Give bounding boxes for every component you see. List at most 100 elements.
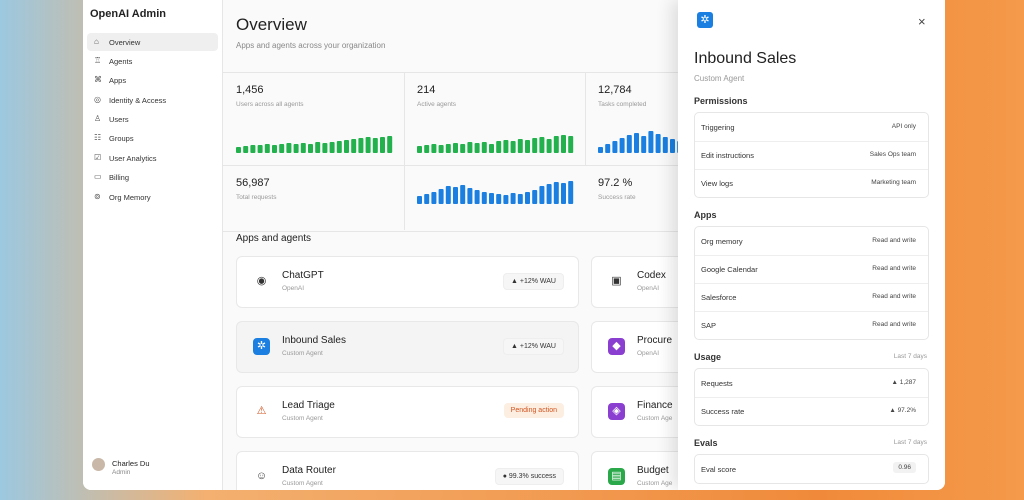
spark-bar xyxy=(553,136,559,153)
spark-bar xyxy=(417,196,422,204)
spark-bar xyxy=(467,142,473,153)
spark-bar xyxy=(496,141,502,153)
spark-bar xyxy=(293,144,299,153)
nav-icon: ♖ xyxy=(94,56,102,65)
window: OpenAI Admin Charles Du Admin ⌂ Overview ♖… xyxy=(83,0,945,490)
spark-bar xyxy=(300,143,306,153)
nav-item[interactable]: ◎ Identity & Access xyxy=(87,91,218,109)
spark-bar xyxy=(561,183,566,204)
spark-bar xyxy=(553,182,559,204)
agent-name: Codex xyxy=(637,270,666,281)
agent-icon: ⚠ xyxy=(253,403,270,420)
spark-bar xyxy=(539,186,545,204)
spark-bar xyxy=(279,144,285,153)
spark-bar xyxy=(626,135,632,153)
stat-value: 56,987 xyxy=(236,177,270,189)
spark-bar xyxy=(372,138,378,153)
nav-icon: ▭ xyxy=(94,172,102,181)
spark-bar xyxy=(431,192,437,204)
spark-bar xyxy=(250,145,256,153)
nav-label: Agents xyxy=(109,57,133,66)
agent-name: ChatGPT xyxy=(282,270,324,281)
app-title: OpenAI Admin xyxy=(90,8,166,20)
row-label: Requests xyxy=(701,379,733,388)
stat-value: 97.2 % xyxy=(598,177,633,189)
nav-label: User Analytics xyxy=(109,154,157,163)
spark-bar xyxy=(532,138,538,153)
agent-card[interactable]: ☺ Data Router Custom Agent ● 99.3% success xyxy=(236,451,579,490)
spark-bar xyxy=(329,142,335,153)
nav-item[interactable]: ☑ User Analytics xyxy=(87,149,218,167)
nav-item[interactable]: ♙ Users xyxy=(87,110,218,128)
stat-label: Total requests xyxy=(236,194,277,201)
agent-card[interactable]: ⚠ Lead Triage Custom Agent Pending action xyxy=(236,386,579,438)
close-button[interactable]: × xyxy=(918,14,926,29)
spark-bar xyxy=(568,181,574,204)
spark-bar xyxy=(598,147,603,153)
nav-item[interactable]: ♖ Agents xyxy=(87,52,218,70)
spark-bar xyxy=(365,137,371,153)
page-subtitle: Apps and agents across your organization xyxy=(236,41,386,50)
avatar[interactable] xyxy=(92,458,105,471)
agent-card[interactable]: ✲ Inbound Sales Custom Agent ▲ +12% WAU xyxy=(236,321,579,373)
spark-bar xyxy=(417,146,422,153)
row-label: Success rate xyxy=(701,407,745,416)
detail-row: Requests ▲ 1,287 xyxy=(695,369,928,398)
page-title: Overview xyxy=(236,15,307,34)
nav-item[interactable]: ⊚ Org Memory xyxy=(87,188,218,206)
nav-item[interactable]: ⌘ Apps xyxy=(87,71,218,89)
agent-card[interactable]: ◉ ChatGPT OpenAI ▲ +12% WAU xyxy=(236,256,579,308)
spark-bar xyxy=(503,195,509,204)
spark-bar xyxy=(517,139,523,153)
row-label: Org memory xyxy=(701,237,743,246)
spark-bar xyxy=(641,136,647,153)
spark-bar xyxy=(453,187,458,204)
spark-bar xyxy=(322,143,328,153)
spark-bar xyxy=(510,193,516,204)
row-value: 0.96 xyxy=(893,462,916,473)
spark-bar xyxy=(655,134,661,153)
row-value: ▲ 97.2% xyxy=(889,407,916,414)
detail-row: Eval score 0.96 xyxy=(695,455,928,483)
row-label: Eval score xyxy=(701,465,737,474)
sparkline xyxy=(417,135,574,153)
detail-row: Google Calendar Read and write xyxy=(695,255,928,284)
spark-bar xyxy=(525,140,530,153)
stat-value: 1,456 xyxy=(236,84,264,96)
stat-value: 12,784 xyxy=(598,84,632,96)
nav-label: Overview xyxy=(109,38,141,47)
sparkline xyxy=(598,131,683,153)
row-label: Google Calendar xyxy=(701,265,758,274)
agent-kind: Custom Agent xyxy=(282,350,323,357)
agent-name: Data Router xyxy=(282,465,336,476)
agent-name: Inbound Sales xyxy=(282,335,346,346)
agent-kind: Custom Age xyxy=(637,415,673,422)
stat-value: 214 xyxy=(417,84,436,96)
stat-label: Success rate xyxy=(598,194,636,201)
section-heading: Apps xyxy=(694,210,717,220)
detail-box: Requests ▲ 1,287 Success rate ▲ 97.2% xyxy=(694,368,929,426)
status-badge: ● 99.3% success xyxy=(494,468,564,485)
spark-bar xyxy=(489,193,494,204)
nav-item[interactable]: ☷ Groups xyxy=(87,129,218,147)
divider xyxy=(404,72,405,230)
row-value: Sales Ops team xyxy=(869,151,916,158)
spark-bar xyxy=(351,139,357,153)
row-value: Read and write xyxy=(872,237,916,244)
nav-label: Users xyxy=(109,115,129,124)
status-badge: ▲ +12% WAU xyxy=(503,338,564,355)
nav-item[interactable]: ⌂ Overview xyxy=(87,33,218,51)
spark-bar xyxy=(431,144,437,153)
row-label: Edit instructions xyxy=(701,151,754,160)
nav-icon: ☑ xyxy=(94,153,102,162)
spark-bar xyxy=(539,137,545,153)
agent-icon: ◆ xyxy=(608,338,625,355)
spark-bar xyxy=(532,190,538,204)
user-role: Admin xyxy=(112,469,131,476)
nav-label: Billing xyxy=(109,173,130,182)
status-badge: ▲ +12% WAU xyxy=(503,273,564,290)
nav-item[interactable]: ▭ Billing xyxy=(87,168,218,186)
spark-bar xyxy=(380,137,385,153)
row-value: Read and write xyxy=(872,321,916,328)
spark-bar xyxy=(662,137,668,153)
